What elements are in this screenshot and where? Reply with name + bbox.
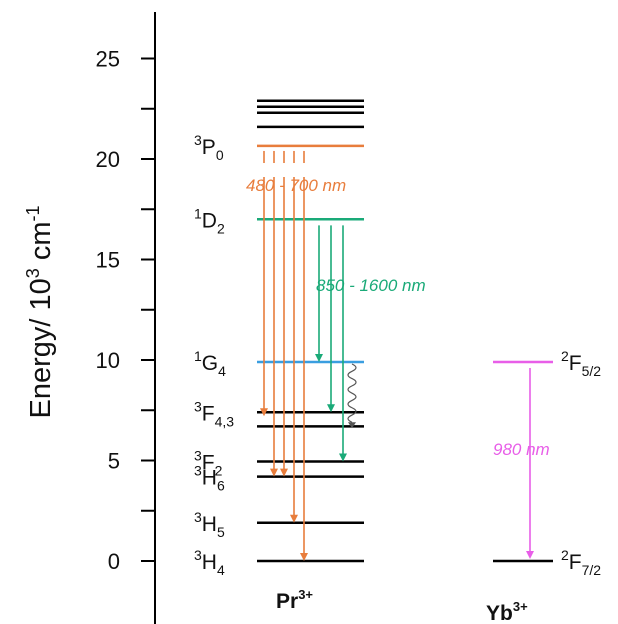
tick-label: 25 (96, 47, 120, 72)
tick-label: 0 (108, 549, 120, 574)
ion-label-yb: Yb3+ (486, 599, 528, 624)
orange-transition-arrow-head (280, 468, 288, 477)
green-transition-arrow-head (327, 404, 335, 413)
pr-level-label: 3H4 (194, 547, 225, 578)
y-axis-label: Energy/ 103 cm-1 (23, 205, 57, 418)
tick-label: 10 (96, 348, 120, 373)
green-transition-arrow-head (339, 453, 347, 462)
orange-transition-arrow-head (300, 553, 308, 561)
nonradiative-decay-head (348, 422, 356, 429)
pr-level-label: 1D2 (194, 205, 225, 236)
transitions: 480 - 700 nm 850 - 1600 nm 980 nm (246, 150, 550, 561)
yb-level-label: 2F5/2 (561, 348, 601, 379)
tick-label: 5 (108, 449, 120, 474)
orange-transition-arrow-head (290, 514, 298, 523)
tick-label: 20 (96, 147, 120, 172)
pr-level-label: 3H6 (194, 463, 225, 494)
yb-level-label: 2F7/2 (561, 547, 601, 578)
pr-level-label: 3P0 (194, 132, 224, 163)
green-transition-label: 850 - 1600 nm (316, 276, 426, 295)
tick-label: 15 (96, 248, 120, 273)
pr-level-label: 3H5 (194, 509, 225, 540)
pr-level-label: 3F4,3 (194, 398, 234, 429)
yb-transition-label: 980 nm (493, 440, 550, 459)
y-axis-ticks: 0 5 10 15 20 25 (96, 47, 155, 574)
green-transition-arrow-head (315, 354, 323, 363)
y-axis-label-sup3: 3 (23, 268, 43, 278)
pr-level-label: 3F2 (194, 448, 223, 479)
yb-energy-levels: 2F7/2 2F5/2 (493, 348, 601, 578)
pr-level-label: 1G4 (194, 348, 226, 379)
ion-label-pr: Pr3+ (276, 587, 313, 613)
orange-transition-arrow-head (260, 408, 268, 417)
orange-transition-arrow-head (270, 468, 278, 477)
yb-transition-arrow-head (526, 551, 534, 559)
orange-transition-label: 480 - 700 nm (246, 176, 346, 195)
nonradiative-decay-wave (347, 363, 357, 423)
